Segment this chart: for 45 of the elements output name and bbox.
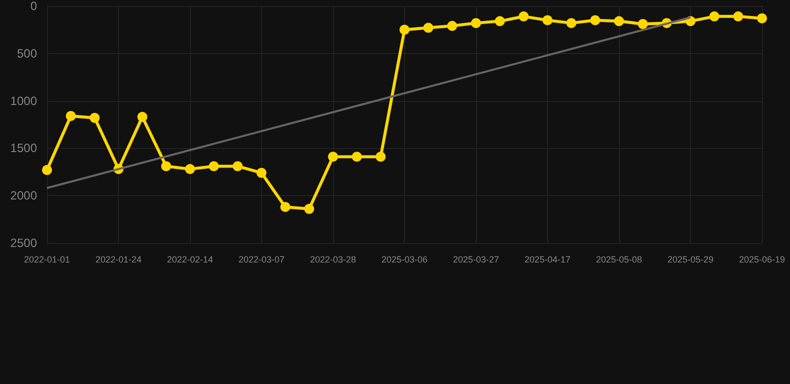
- point: [90, 112, 100, 123]
- y-tick-label: 500: [16, 46, 38, 60]
- point: [614, 16, 624, 26]
- x-tick-label: 2025-03-27: [452, 254, 500, 264]
- x-tick-label: 2022-03-07: [238, 254, 285, 264]
- x-tick-label: 2025-06-19: [738, 254, 786, 264]
- point: [733, 11, 744, 22]
- point: [304, 204, 314, 214]
- point: [376, 152, 386, 162]
- point: [400, 24, 410, 35]
- y-tick-label: 2500: [10, 236, 38, 250]
- x-tick-label: 2025-04-17: [524, 254, 571, 264]
- point: [566, 18, 576, 28]
- point: [757, 13, 767, 24]
- point: [66, 110, 76, 121]
- y-tick-label: 0: [30, 0, 38, 13]
- point: [709, 11, 720, 22]
- y-tick-label: 1000: [10, 94, 38, 108]
- point: [352, 152, 362, 162]
- x-tick-label: 2025-05-29: [667, 254, 714, 264]
- x-tick-label: 2022-01-24: [95, 254, 142, 264]
- point: [590, 15, 600, 26]
- point: [280, 202, 290, 212]
- point: [328, 152, 338, 162]
- point: [256, 168, 266, 178]
- point: [471, 18, 481, 28]
- point: [185, 164, 195, 174]
- y-tick-label: 2000: [10, 188, 38, 203]
- point: [232, 161, 243, 172]
- x-tick-label: 2022-01-01: [24, 254, 70, 264]
- point: [423, 22, 434, 33]
- point: [518, 11, 529, 22]
- point: [447, 20, 458, 31]
- point: [42, 165, 52, 175]
- point: [208, 161, 219, 172]
- point: [161, 161, 172, 172]
- y-tick-label: 1500: [10, 141, 38, 156]
- point: [638, 19, 648, 30]
- point: [542, 15, 552, 26]
- x-tick-label: 2025-03-06: [381, 254, 428, 264]
- x-tick-label: 2022-02-14: [166, 254, 214, 264]
- point: [137, 112, 148, 122]
- x-tick-label: 2025-05-08: [596, 254, 642, 264]
- point: [494, 16, 505, 26]
- x-tick-label: 2022-03-28: [310, 254, 356, 264]
